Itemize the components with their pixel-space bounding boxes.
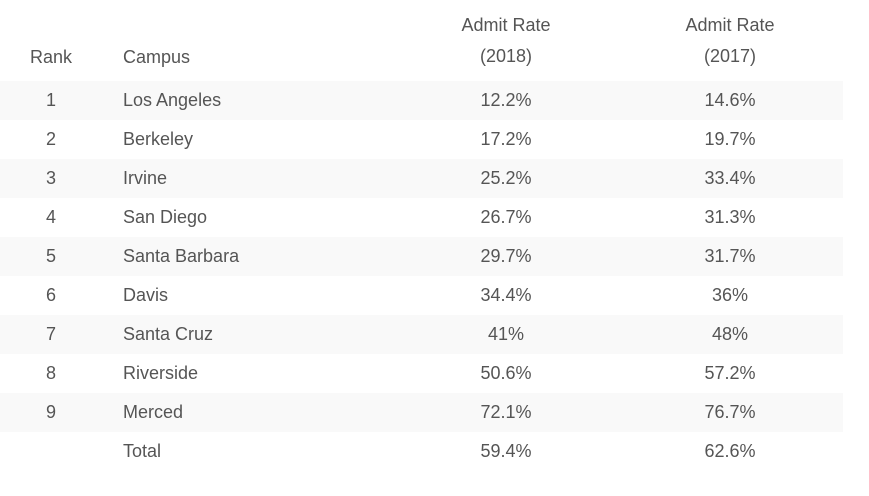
header-campus: Campus [123,47,191,67]
rate-2017-cell: 62.6% [704,441,756,461]
rate-2017-cell: 31.3% [704,207,756,227]
table-row: 2 Berkeley 17.2% 19.7% [0,120,843,159]
rank-cell: 5 [45,246,56,266]
header-2017-year: (2017) [703,46,757,66]
campus-cell: Irvine [123,168,168,188]
campus-cell: Santa Barbara [123,246,240,266]
rate-2018-cell: 72.1% [480,402,532,422]
header-rank: Rank [30,47,73,67]
table-row: 9 Merced 72.1% 76.7% [0,393,843,432]
campus-cell: San Diego [123,207,208,227]
rate-2017-cell: 33.4% [704,168,756,188]
header-2017-title: Admit Rate [685,15,775,35]
rate-2017-cell: 57.2% [704,363,756,383]
rate-2017-cell: 14.6% [704,90,756,110]
rate-2018-cell: 17.2% [480,129,532,149]
rate-2018-cell: 50.6% [480,363,532,383]
campus-cell: Berkeley [123,129,194,149]
rate-2018-cell: 29.7% [480,246,532,266]
rate-2018-cell: 25.2% [480,168,532,188]
table-row: 4 San Diego 26.7% 31.3% [0,198,843,237]
table-row: 7 Santa Cruz 41% 48% [0,315,843,354]
table-row: 1 Los Angeles 12.2% 14.6% [0,81,843,120]
rank-cell: 1 [45,90,56,110]
rate-2017-cell: 76.7% [704,402,756,422]
rank-cell: 9 [45,402,56,422]
rate-2017-cell: 19.7% [704,129,756,149]
header-admit-rate-2018: Admit Rate (2018) [406,10,606,72]
header-2018-year: (2018) [479,46,533,66]
rank-cell: 8 [45,363,56,383]
rank-cell: 6 [45,285,56,305]
table-row-total: Total 59.4% 62.6% [0,432,843,471]
header-2018-title: Admit Rate [461,15,551,35]
rank-cell: 3 [45,168,56,188]
rate-2018-cell: 34.4% [480,285,532,305]
rate-2018-cell: 26.7% [480,207,532,227]
table-header: Rank Campus Admit Rate (2018) Admit Rate… [0,0,843,81]
campus-cell: Los Angeles [123,90,222,110]
rank-cell: 2 [45,129,56,149]
rate-2017-cell: 48% [711,324,749,344]
rate-2018-cell: 59.4% [480,441,532,461]
campus-cell: Santa Cruz [123,324,214,344]
table-row: 8 Riverside 50.6% 57.2% [0,354,843,393]
table-row: 5 Santa Barbara 29.7% 31.7% [0,237,843,276]
table-row: 3 Irvine 25.2% 33.4% [0,159,843,198]
campus-cell: Merced [123,402,184,422]
rate-2017-cell: 36% [711,285,749,305]
campus-cell: Riverside [123,363,199,383]
admit-rate-table: Rank Campus Admit Rate (2018) Admit Rate… [0,0,843,471]
rank-cell: 7 [45,324,56,344]
header-admit-rate-2017: Admit Rate (2017) [630,10,830,72]
rate-2018-cell: 41% [487,324,525,344]
rate-2017-cell: 31.7% [704,246,756,266]
campus-cell: Davis [123,285,169,305]
campus-cell: Total [123,441,162,461]
rank-cell: 4 [45,207,56,227]
rate-2018-cell: 12.2% [480,90,532,110]
table-row: 6 Davis 34.4% 36% [0,276,843,315]
